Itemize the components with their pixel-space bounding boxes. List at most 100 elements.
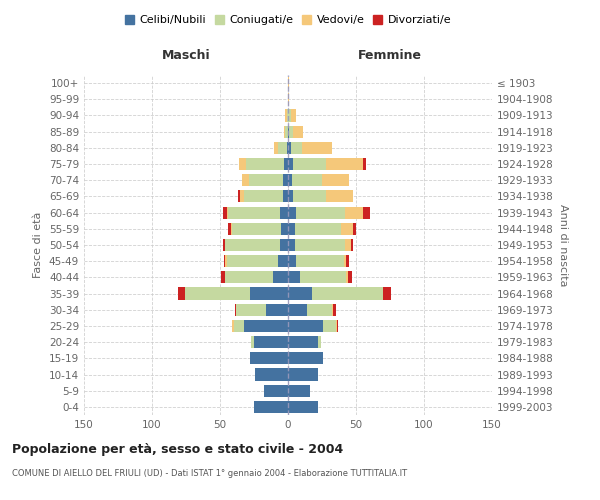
Bar: [280, 206, 288, 218]
Bar: [288, 190, 293, 202]
Bar: [318, 336, 320, 348]
Bar: [288, 368, 318, 380]
Bar: [278, 142, 287, 154]
Bar: [244, 190, 283, 202]
Bar: [350, 239, 353, 251]
Bar: [300, 272, 346, 283]
Bar: [307, 304, 332, 316]
Bar: [288, 174, 292, 186]
Bar: [291, 110, 296, 122]
Bar: [288, 142, 291, 154]
Bar: [185, 288, 250, 300]
Bar: [288, 77, 289, 89]
Bar: [302, 142, 332, 154]
Bar: [288, 255, 296, 268]
Bar: [288, 320, 323, 332]
Bar: [227, 255, 278, 268]
Bar: [251, 336, 254, 348]
Bar: [233, 320, 244, 332]
Bar: [287, 142, 288, 154]
Bar: [335, 320, 337, 332]
Bar: [228, 206, 280, 218]
Bar: [288, 336, 318, 348]
Bar: [254, 401, 288, 413]
Bar: [292, 174, 322, 186]
Bar: [288, 158, 293, 170]
Bar: [231, 222, 232, 235]
Bar: [239, 158, 246, 170]
Bar: [274, 142, 278, 154]
Bar: [341, 222, 353, 235]
Bar: [284, 158, 288, 170]
Bar: [288, 93, 289, 106]
Bar: [333, 304, 335, 316]
Bar: [383, 288, 391, 300]
Bar: [289, 126, 293, 138]
Bar: [293, 126, 303, 138]
Bar: [232, 320, 233, 332]
Text: Maschi: Maschi: [161, 49, 211, 62]
Bar: [295, 222, 341, 235]
Bar: [248, 174, 283, 186]
Bar: [273, 272, 288, 283]
Bar: [296, 255, 344, 268]
Bar: [254, 336, 288, 348]
Text: COMUNE DI AIELLO DEL FRIULI (UD) - Dati ISTAT 1° gennaio 2004 - Elaborazione TUT: COMUNE DI AIELLO DEL FRIULI (UD) - Dati …: [12, 469, 407, 478]
Bar: [283, 174, 288, 186]
Bar: [285, 110, 287, 122]
Bar: [223, 239, 226, 251]
Bar: [288, 239, 295, 251]
Bar: [232, 222, 281, 235]
Bar: [293, 158, 326, 170]
Bar: [263, 384, 288, 397]
Bar: [246, 158, 284, 170]
Bar: [323, 320, 335, 332]
Bar: [227, 206, 228, 218]
Bar: [226, 272, 273, 283]
Bar: [256, 368, 288, 380]
Bar: [345, 206, 363, 218]
Bar: [226, 239, 280, 251]
Bar: [313, 288, 383, 300]
Bar: [337, 320, 338, 332]
Bar: [287, 110, 288, 122]
Y-axis label: Anni di nascita: Anni di nascita: [557, 204, 568, 286]
Bar: [288, 401, 318, 413]
Bar: [288, 384, 310, 397]
Bar: [288, 126, 289, 138]
Bar: [278, 255, 288, 268]
Bar: [353, 222, 356, 235]
Bar: [288, 352, 323, 364]
Bar: [223, 206, 227, 218]
Bar: [296, 206, 345, 218]
Bar: [288, 288, 313, 300]
Bar: [293, 190, 326, 202]
Bar: [241, 190, 244, 202]
Bar: [288, 304, 307, 316]
Bar: [284, 126, 285, 138]
Bar: [288, 206, 296, 218]
Bar: [280, 239, 288, 251]
Bar: [326, 190, 353, 202]
Bar: [363, 206, 370, 218]
Bar: [326, 158, 363, 170]
Bar: [178, 288, 185, 300]
Bar: [346, 255, 349, 268]
Bar: [250, 352, 288, 364]
Bar: [283, 190, 288, 202]
Bar: [235, 304, 236, 316]
Bar: [285, 126, 288, 138]
Bar: [363, 158, 365, 170]
Bar: [295, 239, 345, 251]
Bar: [250, 288, 288, 300]
Bar: [344, 255, 346, 268]
Bar: [221, 272, 226, 283]
Bar: [244, 320, 288, 332]
Bar: [288, 110, 291, 122]
Bar: [322, 174, 349, 186]
Bar: [266, 304, 288, 316]
Bar: [291, 142, 302, 154]
Bar: [236, 304, 266, 316]
Text: Femmine: Femmine: [358, 49, 422, 62]
Bar: [348, 272, 352, 283]
